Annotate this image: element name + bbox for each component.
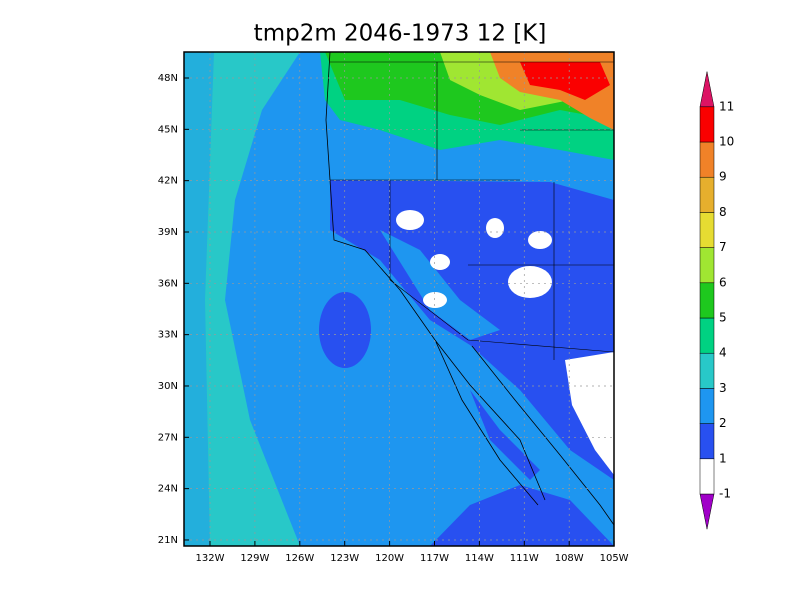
- field-white: [430, 254, 450, 270]
- lat-label: 30N: [158, 381, 178, 392]
- colorbar-box: [699, 141, 715, 178]
- coastline: [471, 345, 615, 526]
- field-blue-gulf: [470, 390, 540, 480]
- lat-label: 24N: [158, 484, 178, 495]
- field-red: [520, 62, 610, 100]
- map-frame: [183, 51, 615, 547]
- colorbar-box: [699, 247, 715, 284]
- lat-label: 42N: [158, 176, 178, 187]
- lon-label: 117W: [420, 553, 449, 564]
- colorbar-label: 2: [719, 416, 727, 430]
- field-white: [528, 231, 552, 249]
- lon-label: 108W: [555, 553, 584, 564]
- field-white: [396, 210, 424, 230]
- colorbar-label: 5: [719, 311, 727, 325]
- field-white: [486, 218, 504, 238]
- field-valley: [380, 230, 500, 340]
- colorbar-box: [699, 212, 715, 248]
- map-field: [184, 52, 614, 546]
- field-white: [508, 266, 552, 298]
- field-white: [423, 292, 447, 308]
- colorbar-label: 8: [719, 205, 727, 219]
- lat-label: 27N: [158, 432, 178, 443]
- colorbar-label: 1: [719, 451, 727, 465]
- lon-label: 129W: [240, 553, 269, 564]
- lon-label: 111W: [510, 553, 539, 564]
- lon-label: 105W: [600, 553, 629, 564]
- colorbar-label: 9: [719, 170, 727, 184]
- lon-label: 114W: [465, 553, 494, 564]
- colorbar-box: [699, 352, 715, 389]
- lat-label: 21N: [158, 535, 178, 546]
- borders: [330, 61, 615, 360]
- lat-label: 48N: [158, 73, 178, 84]
- colorbar: -1 1 2 3 4 5 6 7 8 9 10 11: [699, 71, 734, 530]
- colorbar-label: 10: [719, 135, 734, 149]
- lat-label: 39N: [158, 227, 178, 238]
- field-white: [565, 352, 614, 475]
- coastline: [325, 51, 546, 501]
- colorbar-label: 6: [719, 275, 727, 289]
- colorbar-box: [699, 423, 715, 460]
- colorbar-label: 11: [719, 99, 734, 113]
- lon-label: 120W: [375, 553, 404, 564]
- coastline: [435, 341, 539, 506]
- colorbar-label: 3: [719, 381, 727, 395]
- lon-label: 132W: [196, 553, 225, 564]
- colorbar-label: 7: [719, 240, 727, 254]
- coastlines: [325, 51, 615, 526]
- colorbar-under: [699, 493, 715, 530]
- colorbar-box: [699, 388, 715, 424]
- lon-label: 126W: [285, 553, 314, 564]
- lat-label: 45N: [158, 124, 178, 135]
- field-teal: [184, 52, 300, 546]
- colorbar-label: -1: [719, 487, 731, 501]
- colorbar-box: [699, 176, 715, 213]
- colorbar-over: [699, 71, 715, 108]
- colorbar-box: [699, 106, 715, 143]
- lat-label: 33N: [158, 330, 178, 341]
- field-blue-edge: [184, 52, 214, 546]
- colorbar-label: 4: [719, 346, 727, 360]
- map-title: tmp2m 2046-1973 12 [K]: [254, 21, 547, 47]
- colorbar-box: [699, 282, 715, 319]
- field-blue-south: [430, 485, 614, 546]
- lon-label: 123W: [330, 553, 359, 564]
- colorbar-box: [699, 458, 715, 495]
- colorbar-box: [699, 317, 715, 354]
- lat-label: 36N: [158, 278, 178, 289]
